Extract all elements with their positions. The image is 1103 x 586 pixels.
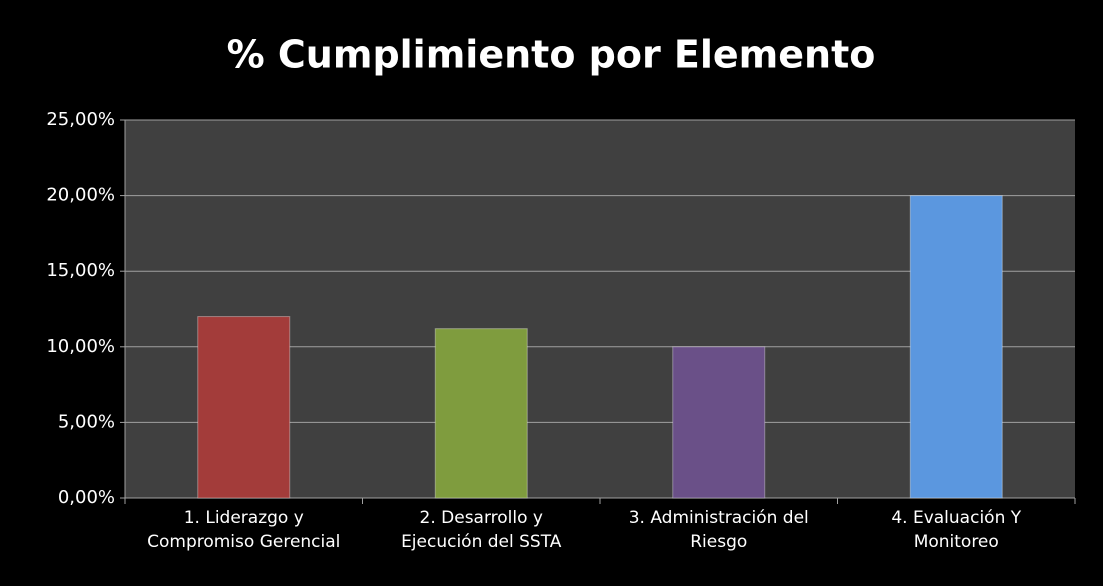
bar (672, 346, 766, 499)
chart-title: % Cumplimiento por Elemento (227, 33, 876, 77)
bar (197, 316, 291, 499)
y-tick-label: 20,00% (46, 185, 115, 206)
y-tick-label: 15,00% (46, 260, 115, 281)
x-tick-label: 1. Liderazgo y Compromiso Gerencial (147, 508, 341, 552)
y-tick-label: 0,00% (58, 487, 115, 508)
x-tick-label: 2. Desarrollo y Ejecución del SSTA (401, 508, 562, 552)
bar (434, 328, 528, 499)
bar (909, 195, 1003, 499)
x-tick-label: 4. Evaluación Y Monitoreo (891, 508, 1022, 552)
y-tick-label: 5,00% (58, 411, 115, 432)
y-tick-label: 25,00% (46, 109, 115, 130)
y-tick-label: 10,00% (46, 336, 115, 357)
x-tick-label: 3. Administración del Riesgo (628, 508, 809, 552)
